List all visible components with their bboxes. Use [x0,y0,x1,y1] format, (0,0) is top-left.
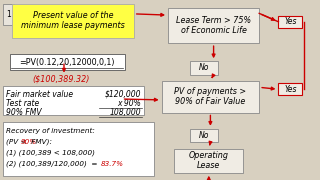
Text: FMV):: FMV): [29,139,52,145]
Text: ($100,389.32): ($100,389.32) [32,75,89,84]
Text: 108,000: 108,000 [109,108,141,117]
Text: 1: 1 [6,10,11,19]
FancyBboxPatch shape [278,16,302,28]
Text: PV of payments >
90% of Fair Value: PV of payments > 90% of Fair Value [174,87,246,106]
Text: No: No [199,64,209,73]
Text: =PV(0.12,20,12000,0,1): =PV(0.12,20,12000,0,1) [20,58,115,67]
FancyBboxPatch shape [162,81,259,112]
FancyBboxPatch shape [190,61,218,75]
FancyBboxPatch shape [10,54,125,70]
Text: (1) (100,389 < 108,000): (1) (100,389 < 108,000) [6,150,95,156]
FancyBboxPatch shape [3,122,154,176]
Text: Fair market value: Fair market value [6,90,74,99]
Text: (2) (100,389/120,000)  =: (2) (100,389/120,000) = [6,161,100,167]
Text: 90% FMV: 90% FMV [6,108,42,117]
FancyBboxPatch shape [3,86,144,115]
Text: 83.7%: 83.7% [101,161,124,167]
Text: Present value of the
minimum lease payments: Present value of the minimum lease payme… [21,11,125,30]
Text: Recovery of investment:: Recovery of investment: [6,128,95,134]
FancyBboxPatch shape [3,4,14,25]
Text: 90%: 90% [21,139,37,145]
Text: No: No [199,131,209,140]
FancyBboxPatch shape [12,4,134,38]
Text: Lease Term > 75%
of Economic Life: Lease Term > 75% of Economic Life [176,16,251,35]
Text: Operating
Lease: Operating Lease [189,151,229,170]
FancyBboxPatch shape [190,129,218,142]
Text: Yes: Yes [284,85,297,94]
Text: (PV <: (PV < [6,139,29,145]
Text: Test rate: Test rate [6,99,40,108]
FancyBboxPatch shape [168,8,259,43]
Text: Yes: Yes [284,17,297,26]
FancyBboxPatch shape [174,148,243,173]
Text: $120,000: $120,000 [104,90,141,99]
FancyBboxPatch shape [278,83,302,95]
Text: x 90%: x 90% [117,99,141,108]
